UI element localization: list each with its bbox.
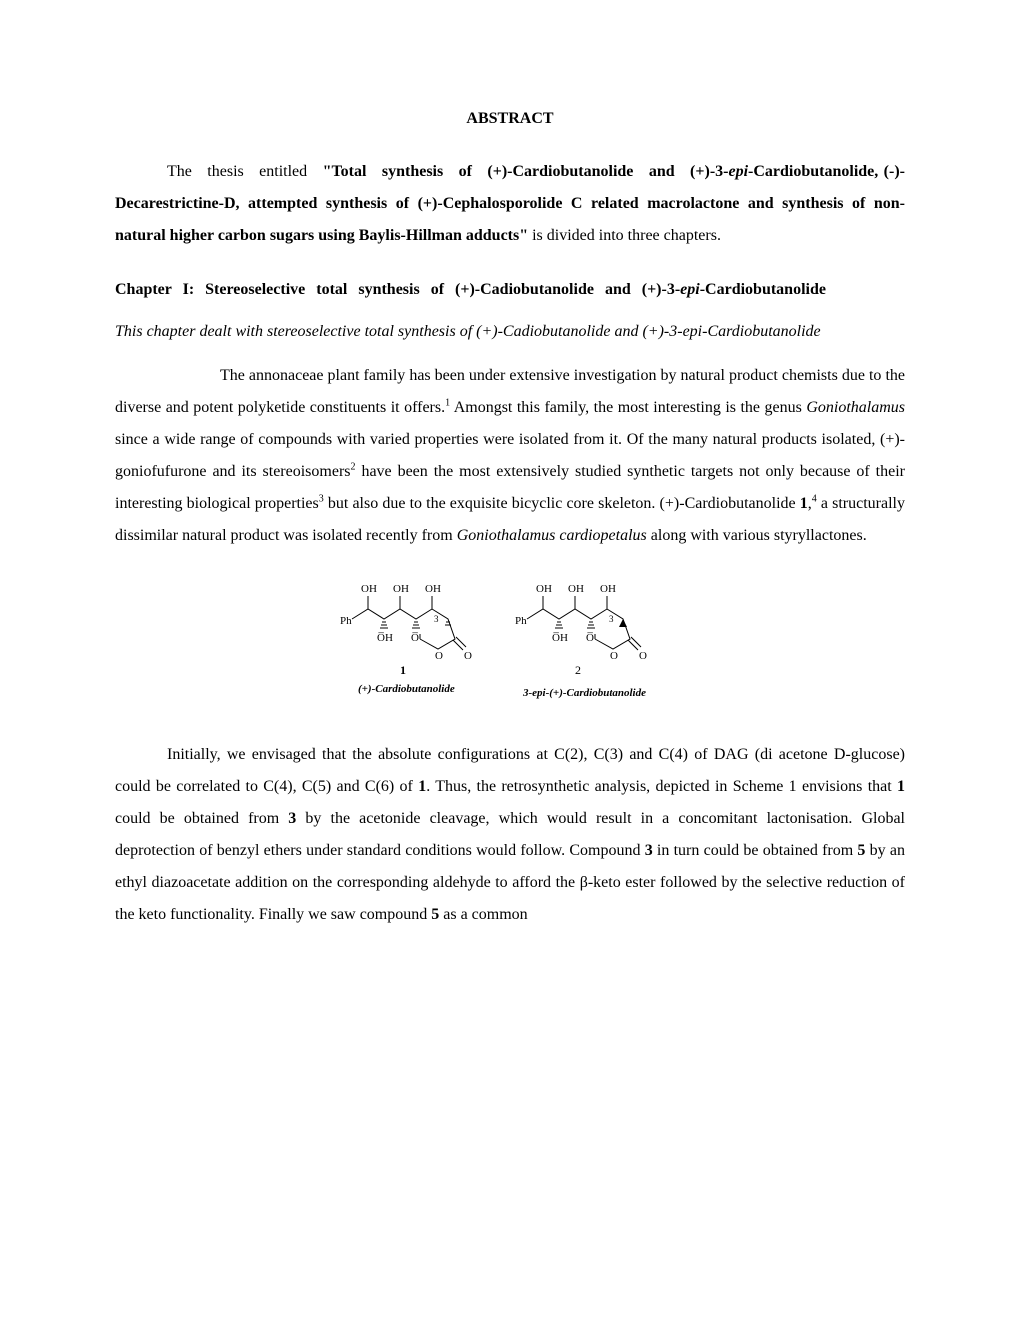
- structure-1-number: 1: [400, 663, 406, 677]
- chapter-title: Chapter I: Stereoselective total synthes…: [115, 274, 905, 306]
- b2-s5: in turn could be obtained from: [653, 842, 858, 859]
- intro-title-epi: epi: [728, 163, 748, 180]
- b2-s7: as a common: [439, 906, 527, 923]
- oh-1b: OH: [393, 583, 409, 595]
- oh-2b: OH: [568, 583, 584, 595]
- abstract-heading: ABSTRACT: [115, 110, 905, 128]
- b1-s2: Amongst this family, the most interestin…: [450, 399, 806, 416]
- chapter-label-epi: epi: [680, 281, 700, 298]
- o-ring-2: O: [610, 650, 618, 662]
- oh-1c: OH: [425, 583, 441, 595]
- three-label-2: 3: [609, 614, 614, 624]
- structure-2-caption: 3-epi-(+)-Cardiobutanolide: [522, 687, 646, 699]
- three-label-1: 3: [434, 614, 439, 624]
- body-paragraph-2: Initially, we envisaged that the absolut…: [115, 739, 905, 931]
- b2-s2: . Thus, the retrosynthetic analysis, dep…: [426, 778, 897, 795]
- b2-b4: 3: [645, 842, 653, 859]
- structure-1-caption: (+)-Cardiobutanolide: [358, 683, 455, 695]
- chapter-label-pre: Chapter I: Stereoselective total synthes…: [115, 281, 680, 298]
- b2-b1: 1: [418, 778, 426, 795]
- o-carbonyl-1: O: [464, 650, 472, 662]
- intro-lead: The thesis entitled: [167, 163, 323, 180]
- o-ring-1: O: [435, 650, 443, 662]
- chapter-description: This chapter dealt with stereoselective …: [115, 316, 905, 348]
- b2-s3: could be obtained from: [115, 810, 288, 827]
- ph-label-1: Ph: [340, 615, 352, 627]
- intro-paragraph: The thesis entitled "Total synthesis of …: [115, 156, 905, 252]
- obar-2: O̅: [586, 632, 594, 644]
- b1-it2: Goniothalamus cardiopetalus: [457, 527, 647, 544]
- b1-s7: along with various styryllactones.: [647, 527, 867, 544]
- chemical-structures-figure: Ph OH OH OH O̅H O̅ O O 3: [115, 574, 905, 709]
- structure-2-number: 2: [575, 663, 581, 677]
- oh-1a: OH: [361, 583, 377, 595]
- b1-it1: Goniothalamus: [806, 399, 905, 416]
- oh-2a: OH: [536, 583, 552, 595]
- obar-1: O̅: [411, 632, 419, 644]
- o-carbonyl-2: O: [639, 650, 647, 662]
- structure-2: Ph OH OH OH O̅H O̅ O O 3 2 3-epi-(+)-Car…: [515, 583, 647, 699]
- intro-tail: is divided into three chapters.: [528, 227, 721, 244]
- oh-2c: OH: [600, 583, 616, 595]
- b2-b2: 1: [897, 778, 905, 795]
- ohbar-1a: O̅H: [377, 632, 393, 644]
- ph-label-2: Ph: [515, 615, 527, 627]
- intro-title-bold-pre: "Total synthesis of (+)-Cardiobutanolide…: [323, 163, 729, 180]
- b1-b1: 1: [800, 495, 808, 512]
- structure-1: Ph OH OH OH O̅H O̅ O O 3: [340, 583, 472, 695]
- b1-s4: but also due to the exquisite bicyclic c…: [324, 495, 800, 512]
- structure-svg: Ph OH OH OH O̅H O̅ O O 3: [330, 574, 690, 709]
- ohbar-2a: O̅H: [552, 632, 568, 644]
- body-paragraph-1: The annonaceae plant family has been und…: [115, 360, 905, 552]
- chapter-label-post: -Cardiobutanolide: [700, 281, 826, 298]
